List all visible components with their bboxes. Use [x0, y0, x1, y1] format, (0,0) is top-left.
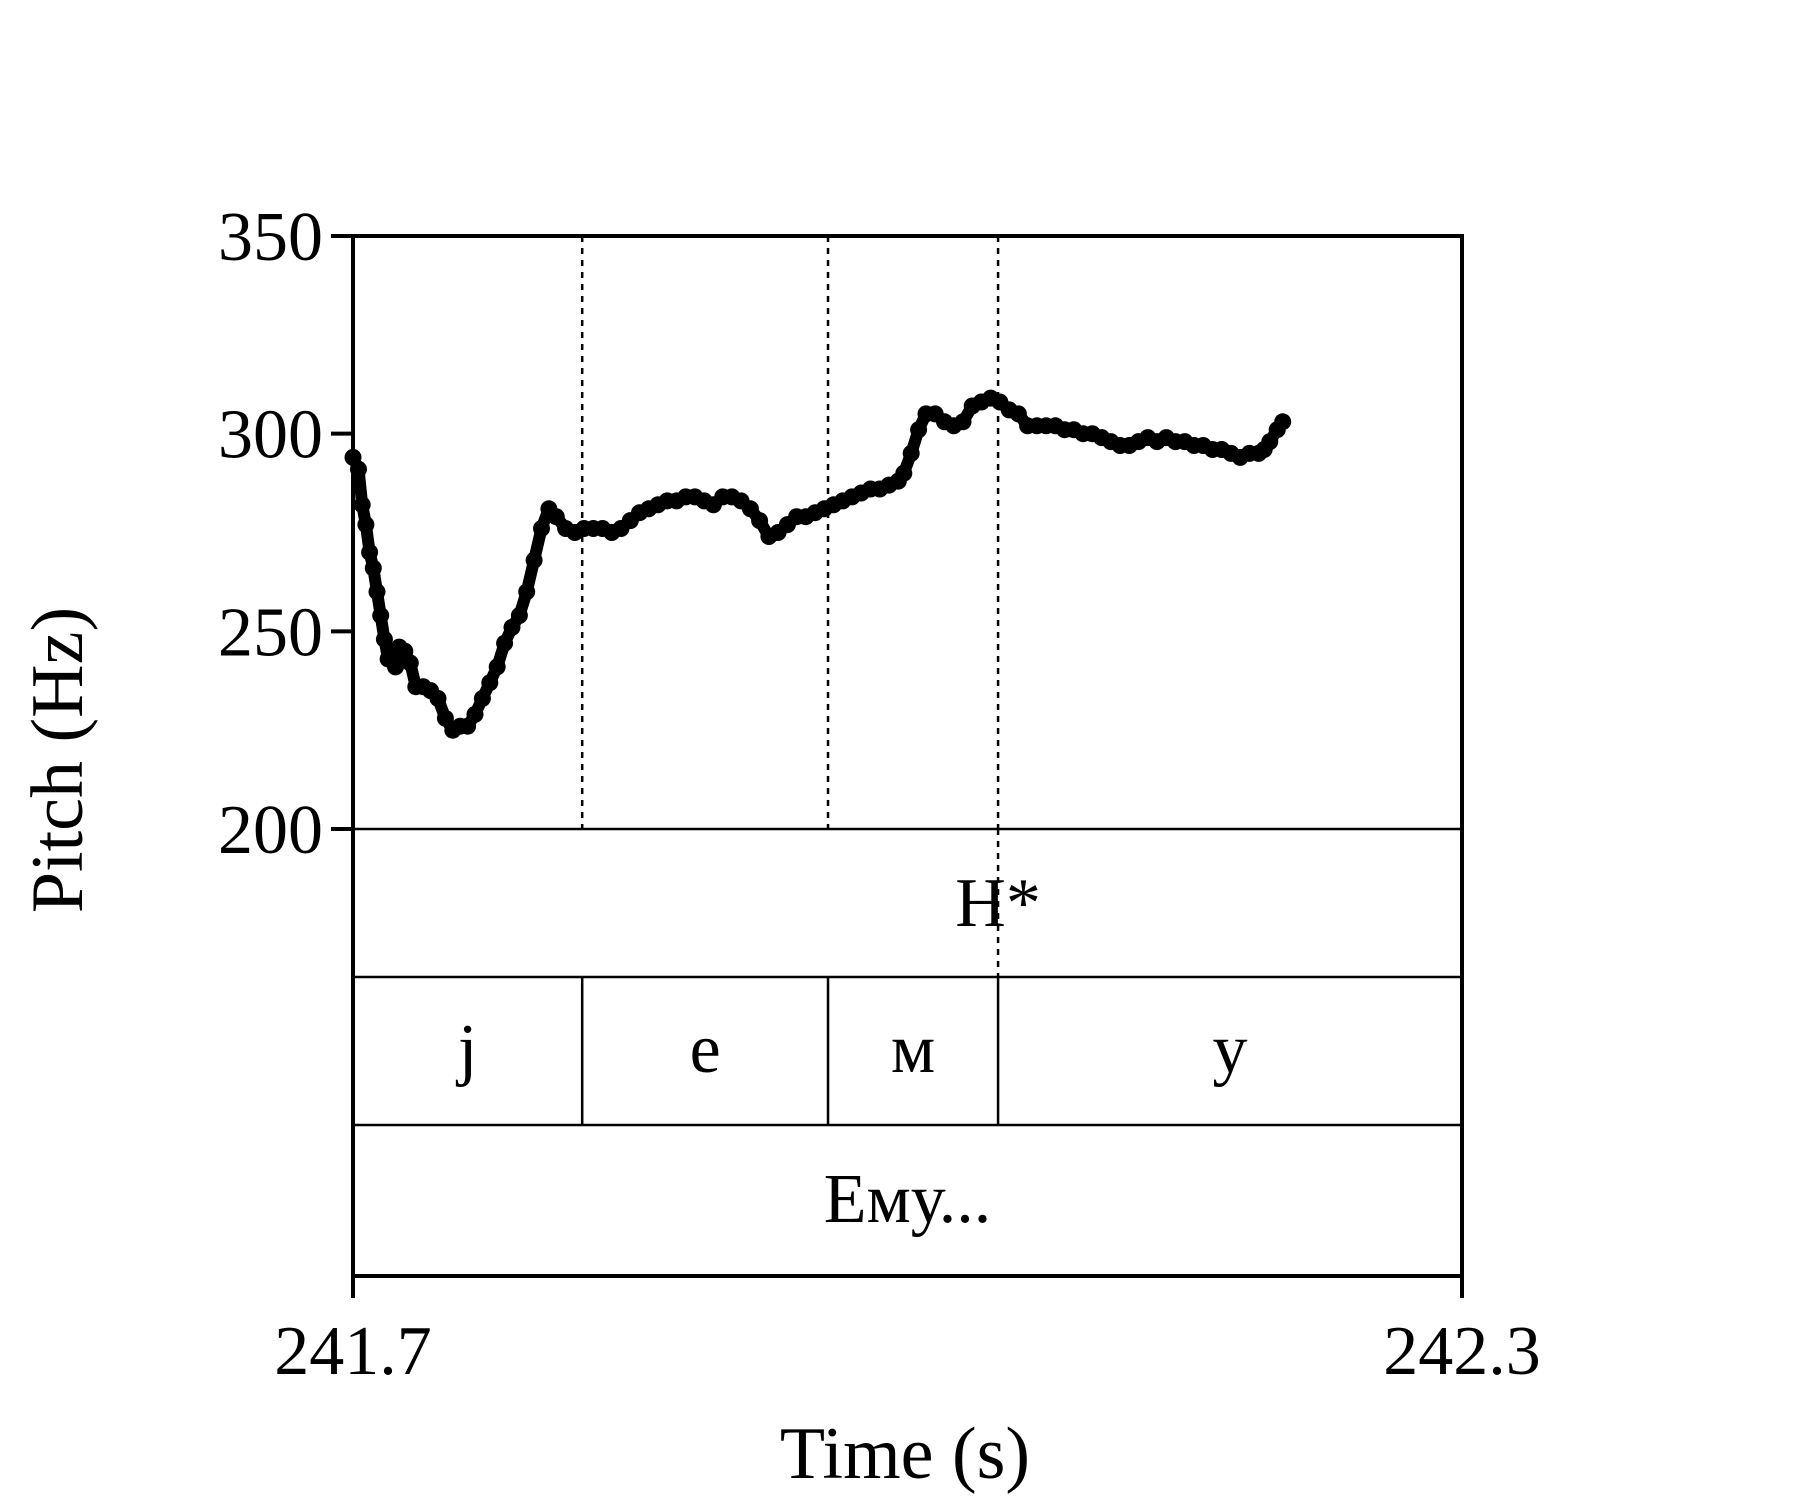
- pitch-point: [895, 464, 913, 482]
- pitch-point: [466, 705, 484, 723]
- pitch-point: [954, 413, 972, 431]
- pitch-point: [741, 500, 759, 518]
- y-tick-label: 250: [218, 594, 323, 671]
- pitch-point: [910, 421, 928, 439]
- x-tick-label: 241.7: [274, 1313, 432, 1390]
- pitch-point: [368, 583, 386, 601]
- segment-label: у: [1213, 1011, 1248, 1088]
- pitch-point: [533, 520, 550, 537]
- plot-frame: [351, 234, 1464, 1278]
- tone-label: H*: [955, 865, 1041, 942]
- y-axis-label: Pitch (Hz): [17, 607, 99, 913]
- pitch-point: [364, 559, 382, 577]
- y-tick-label: 200: [218, 792, 323, 869]
- pitch-point: [350, 460, 367, 478]
- pitch-point: [488, 658, 506, 676]
- pitch-point: [547, 508, 565, 526]
- segment-label: e: [690, 1011, 721, 1088]
- pitch-point: [429, 690, 447, 707]
- pitch-point: [357, 516, 375, 534]
- segment-label: м: [891, 1011, 935, 1088]
- y-tick-label: 300: [218, 397, 323, 474]
- y-tick-label: 350: [218, 199, 323, 276]
- pitch-point: [525, 551, 543, 569]
- pitch-point: [1274, 413, 1292, 431]
- pitch-point: [361, 543, 379, 561]
- x-tick-label: 242.3: [1383, 1313, 1541, 1390]
- pitch-point: [902, 444, 920, 462]
- pitch-point: [496, 634, 514, 652]
- pitch-point: [401, 654, 419, 672]
- pitch-point: [1009, 405, 1027, 423]
- pitch-point: [473, 690, 491, 707]
- pitch-point: [353, 496, 371, 514]
- pitch-point: [387, 658, 404, 676]
- pitch-point: [375, 630, 393, 648]
- pitch-point: [751, 512, 769, 530]
- x-axis-label: Time (s): [780, 1413, 1030, 1495]
- pitch-point: [481, 674, 499, 692]
- pitch-point: [372, 607, 390, 624]
- pitch-point: [510, 607, 528, 624]
- pitch-point: [518, 583, 536, 601]
- segment-label: j: [455, 1011, 477, 1088]
- word-label: Ему...: [824, 1161, 992, 1238]
